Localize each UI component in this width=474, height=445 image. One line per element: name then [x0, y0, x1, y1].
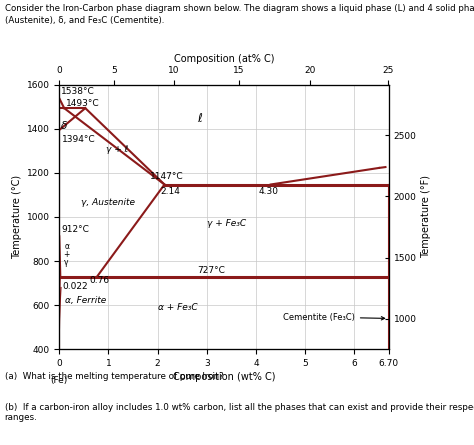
Y-axis label: Temperature (°F): Temperature (°F) — [421, 175, 431, 259]
Text: 0.022: 0.022 — [62, 282, 88, 291]
Text: α
+
γ: α + γ — [64, 242, 70, 267]
Text: (Fe): (Fe) — [51, 376, 68, 385]
Text: Consider the Iron-Carbon phase diagram shown below. The diagram shows a liquid p: Consider the Iron-Carbon phase diagram s… — [5, 4, 474, 12]
Text: Cementite (Fe₃C): Cementite (Fe₃C) — [283, 312, 385, 322]
Text: 1493°C: 1493°C — [66, 99, 100, 108]
X-axis label: Composition (at% C): Composition (at% C) — [173, 54, 274, 64]
Text: δ: δ — [61, 121, 67, 131]
Text: 1394°C: 1394°C — [62, 135, 96, 144]
Text: 1147°C: 1147°C — [150, 172, 184, 181]
Text: (Austenite), δ, and Fe₃C (Cementite).: (Austenite), δ, and Fe₃C (Cementite). — [5, 16, 164, 24]
Y-axis label: Temperature (°C): Temperature (°C) — [12, 175, 22, 259]
Text: 2.14: 2.14 — [160, 187, 180, 196]
Text: (a)  What is the melting temperature of pure Iron?: (a) What is the melting temperature of p… — [5, 372, 223, 380]
Text: 1538°C: 1538°C — [61, 87, 95, 96]
Text: 912°C: 912°C — [61, 225, 89, 234]
Text: 727°C: 727°C — [197, 266, 225, 275]
Text: α, Ferrite: α, Ferrite — [65, 296, 106, 305]
Text: α + Fe₃C: α + Fe₃C — [157, 303, 197, 312]
Text: γ + ℓ: γ + ℓ — [106, 145, 128, 154]
Text: 0.76: 0.76 — [90, 276, 110, 285]
Text: (b)  If a carbon-iron alloy includes 1.0 wt% carbon, list all the phases that ca: (b) If a carbon-iron alloy includes 1.0 … — [5, 403, 474, 422]
Text: γ + Fe₃C: γ + Fe₃C — [207, 219, 246, 228]
Text: 4.30: 4.30 — [258, 187, 278, 196]
Text: ℓ: ℓ — [197, 112, 202, 125]
Text: γ, Austenite: γ, Austenite — [82, 198, 136, 207]
X-axis label: Composition (wt% C): Composition (wt% C) — [173, 372, 275, 382]
